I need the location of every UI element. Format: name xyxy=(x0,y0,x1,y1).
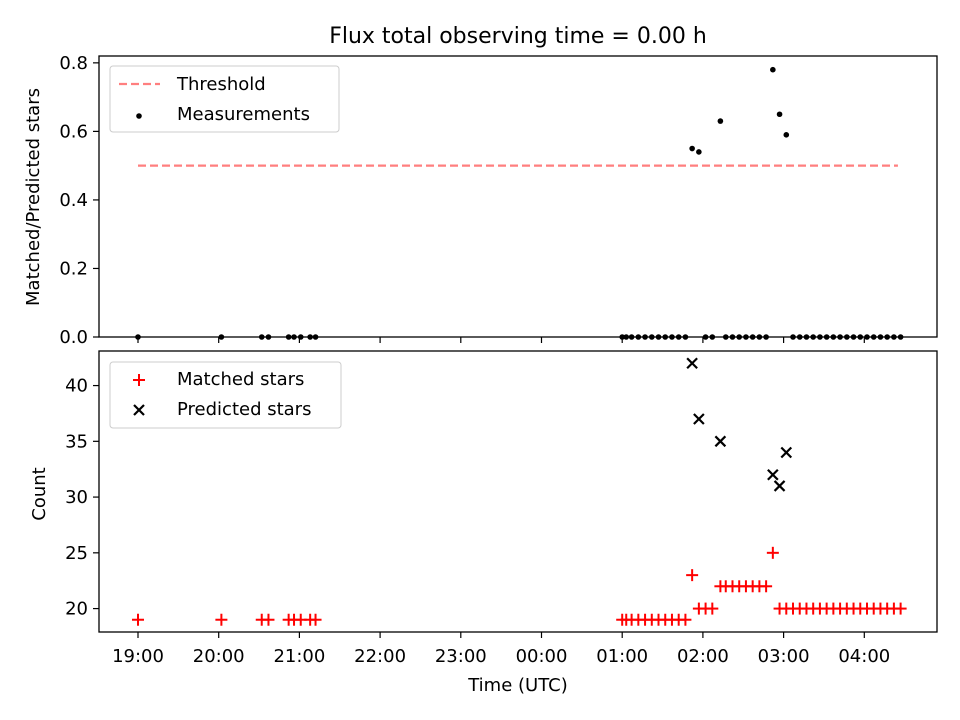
matched-star-point xyxy=(309,613,322,626)
threshold-legend-label: Threshold xyxy=(176,74,266,95)
matched-legend-label: Matched stars xyxy=(177,369,304,390)
predicted-star-point xyxy=(780,446,793,459)
ratio-y-tick-label: 0.4 xyxy=(59,190,88,211)
measurements-legend-swatch xyxy=(136,113,142,119)
x-tick-label: 22:00 xyxy=(354,646,406,667)
chart-title: Flux total observing time = 0.00 h xyxy=(329,24,707,49)
predicted-legend-swatch xyxy=(133,404,145,416)
count-y-tick-label: 30 xyxy=(65,487,88,508)
ratio-y-tick-label: 0.6 xyxy=(59,121,88,142)
matched-star-point xyxy=(706,602,719,615)
count-y-tick-label: 25 xyxy=(65,543,88,564)
predicted-star-point xyxy=(686,357,698,370)
predicted-legend-label: Predicted stars xyxy=(177,399,311,420)
matched-star-point xyxy=(766,546,779,559)
count-panel: 20 25 30 35 40 19:00 20:00 21:00 22:00 23:00 00:0… xyxy=(29,350,938,696)
matched-star-point xyxy=(679,613,692,626)
matched-star-point xyxy=(760,580,773,593)
ratio-panel-frame xyxy=(98,55,938,338)
count-panel-frame xyxy=(98,350,938,633)
count-legend: Matched stars Predicted stars xyxy=(109,361,342,429)
predicted-star-point xyxy=(714,435,727,448)
x-tick-label: 19:00 xyxy=(112,646,164,667)
count-y-tick-label: 35 xyxy=(65,431,88,452)
ratio-legend: Threshold Measurements xyxy=(109,65,340,133)
measurement-point xyxy=(776,111,783,118)
ratio-y-tick-label: 0.2 xyxy=(59,258,88,279)
ratio-y-tick-label: 0.0 xyxy=(59,327,88,348)
x-tick-label: 20:00 xyxy=(193,646,245,667)
legend-box xyxy=(109,361,342,429)
count-y-axis-label: Count xyxy=(29,467,50,520)
legend-box xyxy=(109,65,340,133)
predicted-star-point xyxy=(693,413,705,425)
matched-legend-swatch xyxy=(133,374,145,386)
measurement-point xyxy=(696,149,702,155)
predicted-star-point xyxy=(767,468,779,481)
matched-star-point xyxy=(132,613,144,626)
ratio-y-axis-label: Matched/Predicted stars xyxy=(23,88,44,306)
measurements-legend-label: Measurements xyxy=(177,104,310,125)
matched-star-point xyxy=(894,602,907,615)
ratio-panel: 0.00.20.40.60.8 Matched/Predicted stars … xyxy=(23,53,938,348)
matched-star-point xyxy=(215,613,228,626)
measurement-point xyxy=(689,145,695,152)
x-tick-label: 00:00 xyxy=(516,646,568,667)
x-tick-label: 23:00 xyxy=(435,646,487,667)
x-tick-label: 01:00 xyxy=(596,646,648,667)
count-y-tick-label: 20 xyxy=(65,599,88,620)
measurement-point xyxy=(783,132,790,138)
ratio-y-tick-label: 0.8 xyxy=(59,53,88,74)
matched-star-point xyxy=(686,569,699,582)
measurement-point xyxy=(717,118,724,124)
x-tick-label: 02:00 xyxy=(677,646,729,667)
x-tick-label: 03:00 xyxy=(758,646,810,667)
measurement-point xyxy=(770,66,776,73)
count-y-tick-label: 40 xyxy=(65,376,88,397)
x-tick-label: 04:00 xyxy=(838,646,890,667)
predicted-star-point xyxy=(773,480,786,492)
matched-star-point xyxy=(262,613,275,626)
x-axis-label: Time (UTC) xyxy=(467,675,568,696)
x-tick-label: 21:00 xyxy=(273,646,325,667)
